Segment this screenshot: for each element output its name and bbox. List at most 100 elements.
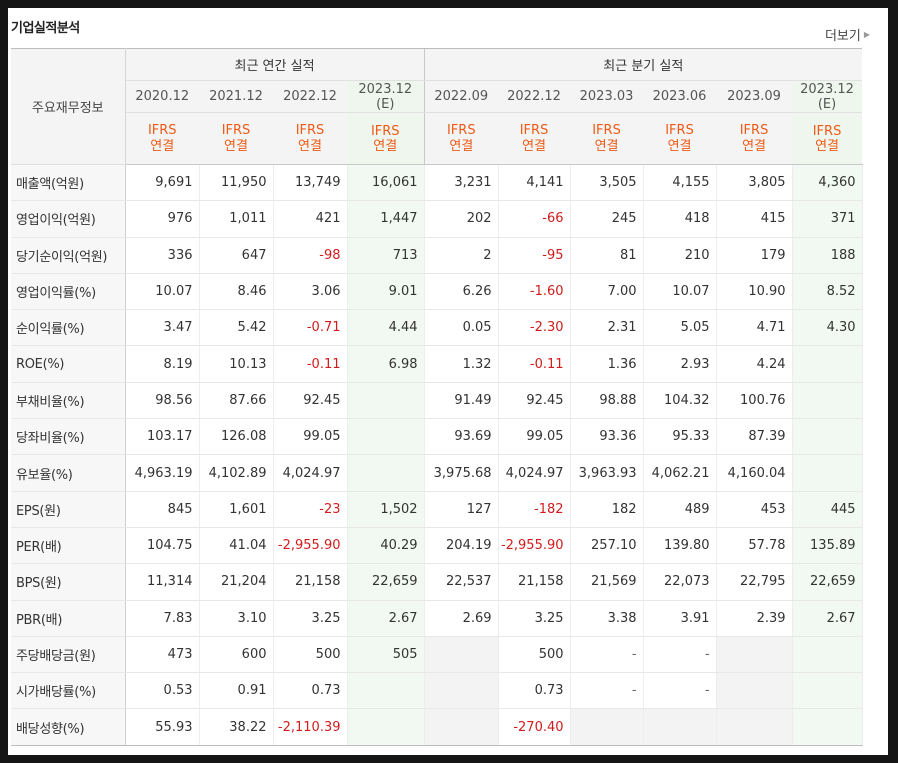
table-row: BPS(원) 11,314 21,204 21,158 22,659 22,537 21,1…	[11, 563, 863, 601]
table-row: PER(배) 104.75 41.04 -2,955.90 40.29 204.19 -2,…	[11, 527, 863, 565]
period-header: 2023.12 (E)	[792, 80, 863, 113]
value-cell: 126.08	[199, 418, 274, 456]
value-cell: 41.04	[199, 527, 274, 565]
value-cell: 104.75	[125, 527, 200, 565]
value-cell	[792, 345, 863, 383]
accounting-standard: IFRS 연결	[570, 112, 644, 165]
value-cell: 3.25	[273, 600, 348, 637]
value-cell: 21,204	[199, 563, 274, 601]
value-cell: 1,011	[199, 200, 274, 238]
value-cell: 4,024.97	[273, 454, 348, 492]
value-cell: 91.49	[423, 381, 499, 420]
value-cell: -0.71	[273, 309, 348, 347]
value-cell: -2.30	[498, 309, 571, 347]
row-label: 부채비율(%)	[11, 381, 126, 420]
value-cell: 3,963.93	[570, 454, 644, 492]
value-cell: 92.45	[273, 381, 348, 420]
value-cell: 11,314	[125, 563, 200, 601]
more-label[interactable]: 더보기	[824, 29, 861, 44]
accounting-standard: IFRS 연결	[716, 112, 793, 165]
table-row: 매출액(억원) 9,691 11,950 13,749 16,061 3,231 4,141…	[11, 163, 863, 202]
value-cell	[716, 672, 793, 710]
value-cell: -95	[498, 237, 571, 274]
row-label: 배당성향(%)	[11, 708, 126, 746]
value-cell: 1,447	[347, 200, 425, 238]
table-row: 주당배당금(원) 473 600 500 505 500- -	[11, 635, 863, 674]
table-row: 유보율(%) 4,963.19 4,102.89 4,024.97 3,975.68 4,…	[11, 454, 863, 492]
value-cell: 40.29	[347, 527, 425, 565]
value-cell: 500	[498, 635, 571, 674]
value-cell: 647	[199, 237, 274, 274]
row-label: 당기순이익(억원)	[11, 237, 126, 274]
value-cell: 2.93	[643, 345, 717, 383]
value-cell: 3.25	[498, 600, 571, 637]
accounting-standard: IFRS 연결	[273, 112, 347, 165]
more-link[interactable]: 더보기 ▶	[825, 25, 870, 44]
standard-line-2: 연결	[449, 138, 474, 154]
value-cell: -270.40	[498, 708, 571, 746]
value-cell: 418	[643, 200, 717, 238]
value-cell: 4,155	[643, 163, 717, 202]
value-cell: 9.01	[347, 272, 425, 311]
value-cell: 4.24	[716, 345, 793, 383]
value-cell: 98.56	[125, 381, 200, 420]
period-header: 2022.09	[423, 80, 499, 113]
value-cell	[570, 708, 644, 746]
value-cell: 3,231	[423, 163, 499, 202]
value-cell: 92.45	[498, 381, 571, 420]
standard-line-2: 연결	[522, 138, 546, 154]
financial-table-body: 매출액(억원) 9,691 11,950 13,749 16,061 3,231 4,141…	[11, 163, 863, 746]
value-cell: 4,024.97	[498, 454, 571, 492]
period-header: 2023.03	[570, 80, 644, 113]
value-cell: 257.10	[570, 527, 644, 565]
period-header: 2023.12 (E)	[347, 80, 425, 113]
value-cell: 22,073	[643, 563, 717, 601]
value-cell: 415	[716, 200, 793, 238]
table-row: EPS(원) 845 1,601 -23 1,502 127 -182 182 489 453 44…	[11, 490, 863, 528]
value-cell: 0.73	[498, 672, 571, 710]
row-label: 순이익률(%)	[11, 309, 126, 347]
accounting-standard: IFRS 연결	[643, 112, 717, 165]
table-row: 영업이익률(%) 10.07 8.46 3.06 9.01 6.26 -1.60 7.00 10…	[11, 272, 863, 311]
value-cell: 0.73	[273, 672, 348, 710]
value-cell: 500	[273, 635, 348, 674]
standard-line-2: 연결	[815, 138, 839, 154]
period-header: 2023.06	[643, 80, 717, 113]
standard-line-2: 연결	[224, 138, 248, 154]
value-cell: 2.39	[716, 600, 793, 637]
value-cell	[423, 708, 499, 746]
value-cell	[792, 708, 863, 746]
section-title: 기업실적분석	[11, 21, 80, 36]
value-cell: 2.69	[423, 600, 499, 637]
value-cell: 4.71	[716, 309, 793, 347]
value-cell: 182	[570, 490, 644, 528]
row-label: EPS(원)	[11, 490, 126, 528]
value-cell: 16,061	[347, 163, 425, 202]
value-cell: 2	[423, 237, 499, 274]
header-row-standards: IFRS 연결 IFRS 연결 IFRS 연결 IFRS 연결 IFRS 연결 IFRS 연결 IFRS…	[11, 112, 863, 165]
accounting-standard: IFRS 연결	[199, 112, 273, 165]
value-cell: 127	[423, 490, 499, 528]
value-cell: -	[643, 672, 717, 710]
value-cell: 3.91	[643, 600, 717, 637]
standard-line-1: IFRS	[519, 122, 549, 138]
row-label: BPS(원)	[11, 563, 126, 601]
header-row-periods: 2020.12 2021.12 2022.12 2023.12 (E) 2022.09 20…	[11, 80, 863, 113]
value-cell: 11,950	[199, 163, 274, 202]
row-label: 매출액(억원)	[11, 163, 126, 202]
standard-line-1: IFRS	[295, 122, 325, 138]
value-cell: 0.05	[423, 309, 499, 347]
value-cell: 2.31	[570, 309, 644, 347]
value-cell: 5.05	[643, 309, 717, 347]
value-cell: 4,102.89	[199, 454, 274, 492]
row-label: 영업이익(억원)	[11, 200, 126, 238]
value-cell: 3,505	[570, 163, 644, 202]
period-header: 2023.09	[716, 80, 793, 113]
standard-line-1: IFRS	[370, 123, 400, 139]
value-cell: 4.44	[347, 309, 425, 347]
value-cell	[716, 635, 793, 674]
period-label: 2023.09	[727, 89, 781, 104]
standard-line-2: 연결	[594, 138, 619, 154]
value-cell: 99.05	[498, 418, 571, 456]
table-row: 시가배당률(%) 0.53 0.91 0.73 0.73- -	[11, 672, 863, 710]
